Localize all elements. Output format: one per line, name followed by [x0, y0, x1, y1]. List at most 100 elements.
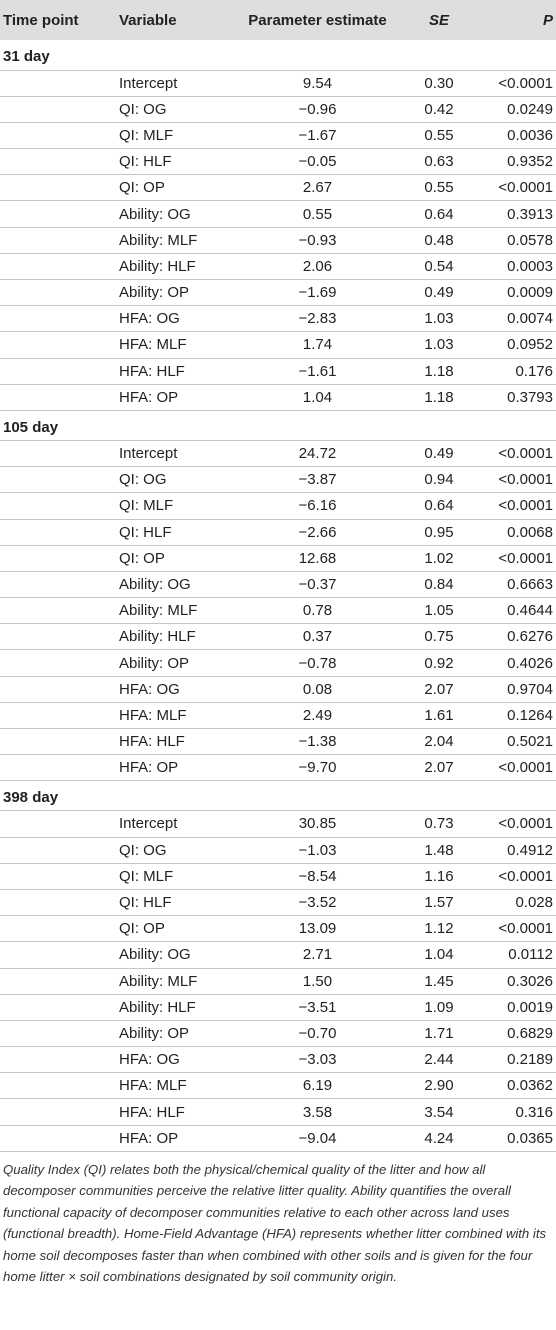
se-cell: 1.12 [424, 920, 454, 938]
variable-cell: QI: MLF [119, 497, 174, 515]
se-cell: 0.73 [424, 815, 454, 833]
p-value-cell: 0.0362 [507, 1077, 553, 1095]
table-row: HFA: OG −3.03 2.44 0.2189 [0, 1047, 556, 1073]
table-row: HFA: MLF 6.19 2.90 0.0362 [0, 1073, 556, 1099]
se-cell: 1.57 [424, 894, 454, 912]
p-value-cell: <0.0001 [498, 920, 553, 938]
table-row: Ability: OG −0.37 0.84 0.6663 [0, 571, 556, 598]
variable-cell: HFA: MLF [119, 1077, 187, 1095]
p-value-cell: 0.028 [515, 894, 553, 912]
table-row: Intercept 9.54 0.30 <0.0001 [0, 70, 556, 97]
p-value-cell: <0.0001 [498, 759, 553, 777]
estimate-cell: 2.06 [302, 257, 333, 275]
section-label: 398 day [3, 789, 59, 807]
se-cell: 0.54 [424, 257, 454, 275]
time-point-cell [0, 122, 112, 148]
p-value-cell: 0.0068 [507, 523, 553, 541]
time-point-cell [0, 384, 112, 410]
p-value-cell: 0.5021 [507, 733, 553, 751]
table-row: HFA: OP −9.70 2.07 <0.0001 [0, 755, 556, 781]
variable-cell: QI: OG [119, 100, 167, 118]
estimate-cell: −0.37 [298, 575, 337, 593]
time-point-cell [0, 994, 112, 1020]
variable-cell: Ability: OP [119, 654, 190, 672]
table-row: Ability: HLF 2.06 0.54 0.0003 [0, 253, 556, 280]
estimate-cell: −9.04 [298, 1129, 337, 1147]
time-point-cell [0, 968, 112, 994]
header-parameter-estimate: Parameter estimate [248, 11, 387, 29]
variable-cell: HFA: HLF [119, 733, 185, 751]
table-row: HFA: OG 0.08 2.07 0.9704 [0, 676, 556, 703]
time-point-cell [0, 493, 112, 519]
time-point-cell [0, 149, 112, 175]
variable-cell: Ability: MLF [119, 972, 198, 990]
se-cell: 0.94 [424, 471, 454, 489]
variable-cell: HFA: OG [119, 1051, 180, 1069]
variable-cell: Ability: OG [119, 946, 191, 964]
p-value-cell: 0.4644 [507, 602, 553, 620]
se-cell: 0.64 [424, 497, 454, 515]
se-cell: 0.64 [424, 205, 454, 223]
table-row: QI: OP 12.68 1.02 <0.0001 [0, 545, 556, 572]
estimate-cell: 3.58 [302, 1103, 333, 1121]
table-row: QI: OG −0.96 0.42 0.0249 [0, 96, 556, 123]
p-value-cell: 0.0036 [507, 126, 553, 144]
time-point-cell [0, 650, 112, 676]
estimate-cell: 6.19 [302, 1077, 333, 1095]
variable-cell: QI: MLF [119, 867, 174, 885]
variable-cell: Ability: MLF [119, 602, 198, 620]
p-value-cell: <0.0001 [498, 471, 553, 489]
se-cell: 1.09 [424, 998, 454, 1016]
variable-cell: QI: OP [119, 179, 165, 197]
p-value-cell: 0.0112 [508, 946, 553, 964]
se-cell: 0.63 [424, 153, 454, 171]
table-row: QI: OP 13.09 1.12 <0.0001 [0, 916, 556, 942]
table-row: Ability: OP −0.70 1.71 0.6829 [0, 1020, 556, 1047]
estimate-cell: −3.52 [298, 894, 337, 912]
variable-cell: HFA: OP [119, 759, 179, 777]
time-point-cell [0, 571, 112, 597]
se-cell: 4.24 [424, 1129, 454, 1147]
variable-cell: QI: OG [119, 471, 167, 489]
p-value-cell: 0.0249 [507, 100, 553, 118]
time-point-cell [0, 201, 112, 227]
estimate-cell: −1.03 [298, 841, 337, 859]
table-row: QI: MLF −6.16 0.64 <0.0001 [0, 493, 556, 519]
header-p: P [542, 11, 553, 29]
variable-cell: HFA: HLF [119, 362, 185, 380]
time-point-cell [0, 729, 112, 755]
variable-cell: Intercept [119, 445, 178, 463]
variable-cell: HFA: OP [119, 388, 179, 406]
table-row: Ability: OG 2.71 1.04 0.0112 [0, 942, 556, 968]
header-time-point: Time point [3, 11, 79, 29]
p-value-cell: 0.6663 [507, 575, 553, 593]
estimate-cell: 1.50 [302, 972, 333, 990]
se-cell: 0.49 [424, 284, 454, 302]
table-row: Ability: MLF 0.78 1.05 0.4644 [0, 598, 556, 624]
estimate-cell: 13.09 [298, 920, 337, 938]
estimate-cell: 0.37 [302, 628, 333, 646]
time-point-cell [0, 175, 112, 201]
variable-cell: QI: HLF [119, 153, 172, 171]
estimate-cell: 0.08 [302, 680, 333, 698]
estimate-cell: −2.83 [298, 310, 337, 328]
p-value-cell: 0.1264 [507, 706, 553, 724]
variable-cell: QI: HLF [119, 523, 172, 541]
table-row: QI: HLF −0.05 0.63 0.9352 [0, 149, 556, 175]
table-row: QI: OG −3.87 0.94 <0.0001 [0, 467, 556, 493]
time-point-cell [0, 755, 112, 781]
table-row: Intercept 30.85 0.73 <0.0001 [0, 811, 556, 838]
table-row: QI: MLF −8.54 1.16 <0.0001 [0, 863, 556, 890]
time-point-cell [0, 332, 112, 358]
se-cell: 0.95 [424, 523, 454, 541]
time-point-cell [0, 96, 112, 122]
table-row: HFA: HLF −1.38 2.04 0.5021 [0, 729, 556, 755]
estimate-cell: 0.78 [302, 602, 333, 620]
p-value-cell: <0.0001 [498, 179, 553, 197]
time-point-cell [0, 227, 112, 253]
variable-cell: HFA: OG [119, 680, 180, 698]
se-cell: 0.48 [424, 231, 454, 249]
se-cell: 1.03 [424, 310, 454, 328]
variable-cell: HFA: MLF [119, 336, 187, 354]
variable-cell: Ability: OP [119, 1024, 190, 1042]
